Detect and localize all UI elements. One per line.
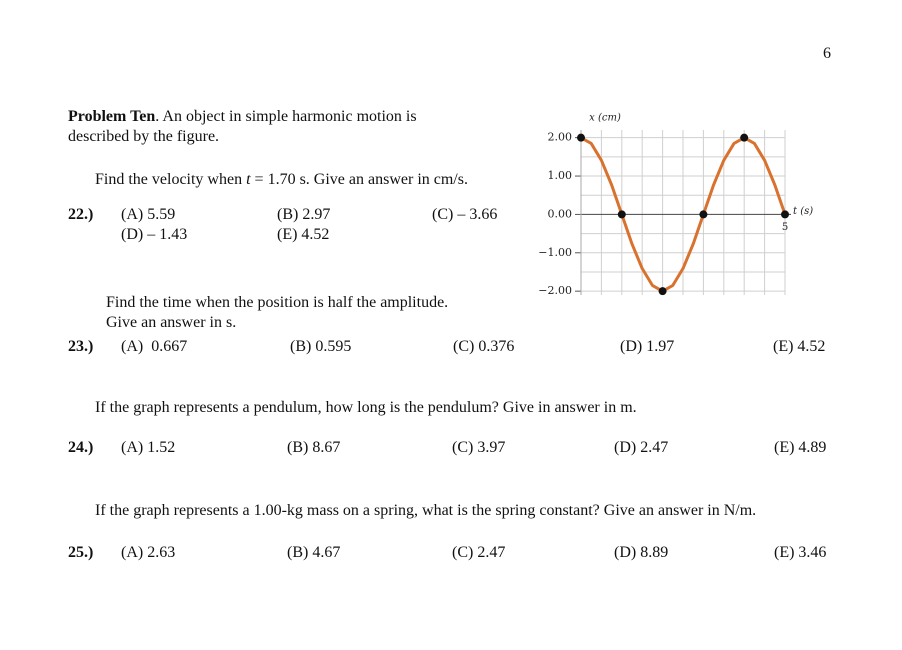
prompt-text: Find the velocity when [95, 171, 247, 188]
answer-choice: (C) – 3.66 [432, 206, 498, 223]
answer-choice: (D) 8.89 [614, 544, 669, 561]
question-number: 24.) [68, 439, 94, 456]
curve [580, 136, 787, 293]
prompt-text: = 1.70 s. Give an answer in cm/s. [250, 171, 468, 188]
question-number: 25.) [68, 544, 94, 561]
x-tick-label: 5 [782, 222, 788, 233]
question-number: 22.) [68, 206, 94, 223]
page-number: 6 [823, 45, 831, 62]
answer-choice: (D) 2.47 [614, 439, 669, 456]
answer-choice: (C) 2.47 [452, 544, 506, 561]
answer-choice: (E) 3.46 [774, 544, 827, 561]
data-point [617, 210, 626, 219]
data-point [699, 210, 708, 219]
prompt-text: If the graph represents a 1.00-kg mass o… [95, 502, 757, 519]
answer-choice: (D) – 1.43 [121, 226, 188, 243]
intro-line: described by the figure. [68, 128, 220, 145]
answer-choice: (A) 5.59 [121, 206, 176, 223]
y-tick-label: 2.00 [548, 131, 573, 144]
prompt-text: Give an answer in s. [106, 314, 237, 331]
answer-choice: (B) 8.67 [287, 439, 341, 456]
answer-choice: (C) 3.97 [452, 439, 506, 456]
problem-intro: Problem Ten. An object in simple harmoni… [68, 107, 417, 127]
answer-choice: (B) 4.67 [287, 544, 341, 561]
y-tick-label: 1.00 [548, 169, 573, 182]
answer-choice: (E) 4.89 [774, 439, 827, 456]
figure: 2.00 1.00 0.00 −1.00 −2.00 5 x (cm) t (s) [538, 113, 813, 298]
data-point [740, 133, 749, 142]
y-tick-label: −1.00 [538, 246, 572, 259]
answer-choice: (D) 1.97 [620, 338, 675, 355]
data-point [781, 210, 789, 219]
question-number: 23.) [68, 338, 94, 355]
question-prompt: If the graph represents a 1.00-kg mass o… [95, 501, 756, 521]
answer-choice: (E) 4.52 [277, 226, 330, 243]
data-point [658, 287, 667, 296]
x-axis-label: t (s) [793, 206, 813, 217]
answer-choice: (B) 0.595 [290, 338, 352, 355]
problem-title: Problem Ten [68, 108, 156, 125]
question-prompt: If the graph represents a pendulum, how … [95, 398, 637, 418]
answer-choice: (C) 0.376 [453, 338, 515, 355]
question-prompt: Give an answer in s. [106, 313, 236, 333]
answer-choice: (A) 0.667 [121, 338, 188, 355]
data-point [577, 133, 585, 142]
prompt-text: Find the time when the position is half … [106, 294, 449, 311]
prompt-text: If the graph represents a pendulum, how … [95, 399, 637, 416]
question-prompt: Find the time when the position is half … [106, 293, 448, 313]
answer-choice: (B) 2.97 [277, 206, 331, 223]
y-tick-label: 0.00 [548, 207, 573, 220]
answer-choice: (A) 1.52 [121, 439, 176, 456]
prompt-text: t [246, 171, 251, 188]
answer-choice: (A) 2.63 [121, 544, 176, 561]
question-prompt: Find the velocity when t = 1.70 s. Give … [95, 170, 468, 190]
y-axis-label: x (cm) [589, 113, 621, 124]
y-tick-label: −2.00 [538, 284, 572, 297]
answer-choice: (E) 4.52 [773, 338, 826, 355]
intro-line: . An object in simple harmonic motion is [155, 108, 417, 125]
